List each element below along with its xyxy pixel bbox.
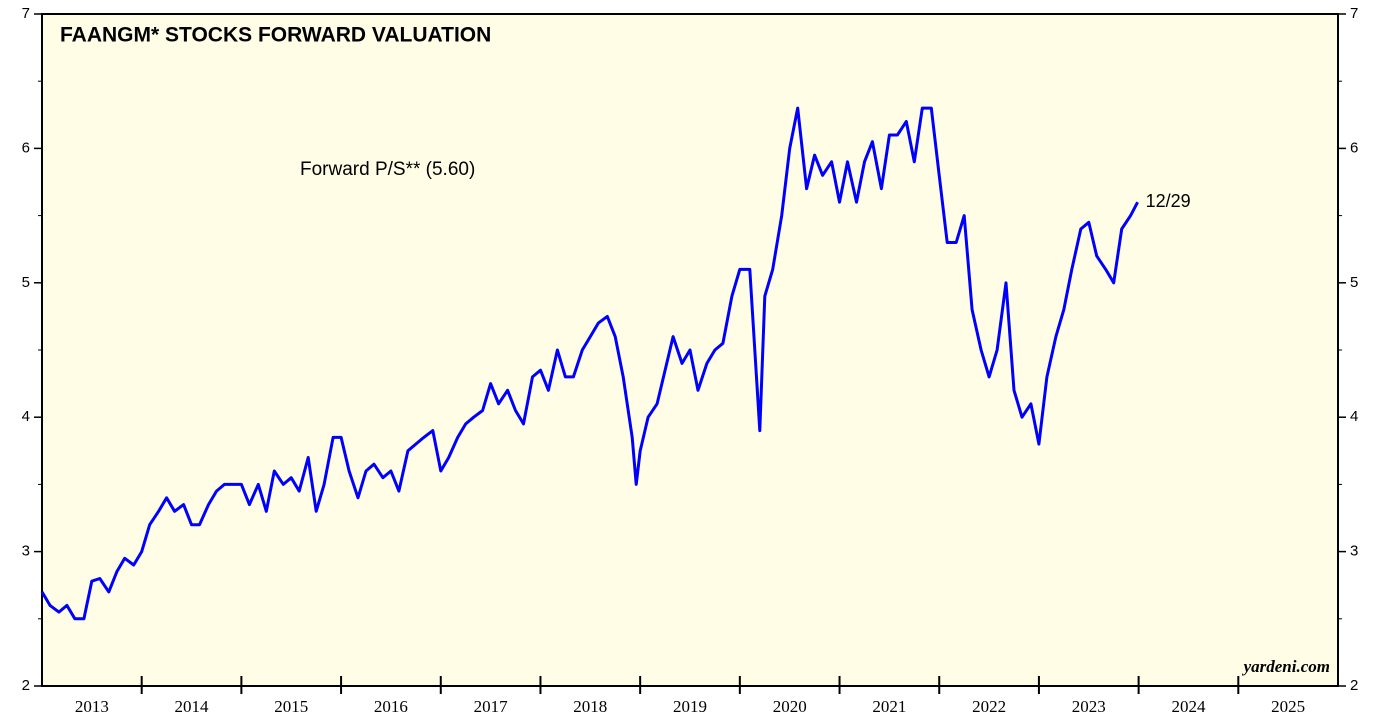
y2-tick-label: 5 — [1350, 274, 1358, 291]
x-tick-label: 2016 — [374, 697, 408, 716]
x-tick-label: 2013 — [75, 697, 109, 716]
x-tick-label: 2021 — [872, 697, 906, 716]
x-tick-label: 2024 — [1171, 697, 1206, 716]
y-tick-label: 2 — [22, 677, 30, 694]
y2-tick-label: 2 — [1350, 677, 1358, 694]
y2-tick-label: 3 — [1350, 543, 1358, 560]
y-tick-label: 6 — [22, 139, 30, 156]
x-tick-label: 2020 — [773, 697, 807, 716]
source: yardeni.com — [1242, 657, 1330, 676]
x-tick-label: 2017 — [474, 697, 509, 716]
x-tick-label: 2014 — [175, 697, 210, 716]
data-line — [40, 106, 1139, 621]
y-tick-label: 4 — [22, 408, 30, 425]
y-tick-label: 5 — [22, 274, 30, 291]
x-tick-label: 2023 — [1072, 697, 1106, 716]
y2-tick-label: 4 — [1350, 408, 1358, 425]
y2-tick-label: 7 — [1350, 5, 1358, 22]
x-tick-label: 2018 — [573, 697, 607, 716]
y-tick-label: 3 — [22, 543, 30, 560]
end-label: 12/29 — [1146, 191, 1191, 211]
x-tick-label: 2022 — [972, 697, 1006, 716]
x-tick-label: 2015 — [274, 697, 308, 716]
annotation: Forward P/S** (5.60) — [300, 159, 475, 180]
x-tick-label: 2019 — [673, 697, 707, 716]
y-tick-label: 7 — [22, 5, 30, 22]
chart-title: FAANGM* STOCKS FORWARD VALUATION — [60, 24, 491, 47]
x-tick-label: 2025 — [1271, 697, 1305, 716]
y2-tick-label: 6 — [1350, 139, 1358, 156]
